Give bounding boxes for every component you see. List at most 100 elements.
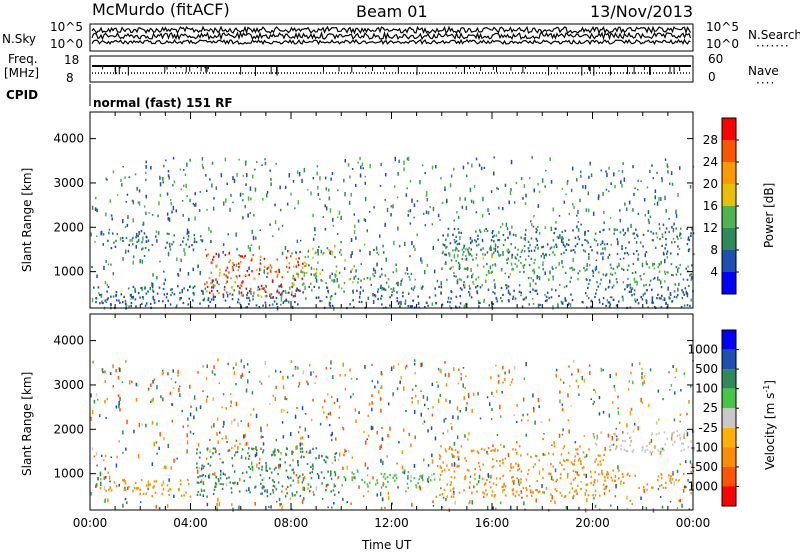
region-5-cell [608,449,611,452]
speckle [683,372,686,376]
region-2-cell [288,266,291,269]
region-0-cell [505,287,508,290]
region-0-cell [115,293,117,297]
speckle [470,267,472,272]
region-0-cell [212,286,215,289]
region-7-cell [584,231,586,234]
speckle [290,360,293,364]
region-5-cell [528,264,531,267]
speckle [236,173,238,177]
speckle [147,387,150,391]
speckle [484,482,487,485]
region-1-cell [222,461,224,464]
region-5-cell [464,284,466,287]
region-0-cell [255,304,258,307]
speckle [435,165,437,169]
region-4-cell [395,282,398,285]
region-1-cell [326,456,329,459]
region-7-cell [608,253,611,256]
speckle [449,400,451,404]
region-1-cell [148,249,150,252]
region-7-cell [652,232,655,235]
region-3-cell [515,451,518,455]
region-1-cell [272,479,274,482]
region-3-cell [486,493,488,496]
region-3-cell [552,453,555,456]
region-0-cell [158,300,160,303]
speckle [203,465,205,467]
region-7-cell [475,230,477,233]
region-7-cell [454,241,456,244]
speckle [424,269,426,275]
speckle [391,291,393,293]
speckle [637,426,639,431]
region-5-cell [641,449,644,452]
speckle [576,214,578,217]
speckle [129,239,131,242]
region-1-cell [330,470,332,473]
region-3-cell [567,451,570,454]
region-0-cell [149,302,152,305]
speckle [212,397,215,401]
region-0-cell [99,487,102,490]
region-3-cell [497,449,499,452]
speckle [324,399,326,403]
region-2-cell [300,270,302,274]
velocity-ylabel: Slant Range [km] [20,371,34,476]
speckle [135,232,138,237]
region-5-cell [615,446,618,450]
region-1-cell [269,492,272,496]
speckle [321,300,323,302]
speckle [360,263,362,265]
speckle [275,385,277,389]
speckle [281,421,284,424]
speckle [586,498,588,503]
speckle [141,259,144,264]
speckle [583,378,586,383]
speckle [270,266,273,269]
speckle [641,368,643,370]
speckle [490,418,493,420]
speckle [392,271,394,274]
region-7-cell [452,233,454,237]
speckle [502,207,504,211]
speckle [205,376,208,381]
region-0-cell [558,294,560,298]
region-3-cell [584,455,586,459]
region-1-cell [291,468,294,472]
power-colorbar-label: Power [dB] [762,182,776,248]
region-7-cell [530,249,533,252]
speckle [470,199,473,203]
speckle [290,192,292,196]
region-6-cell [645,283,647,286]
region-3-cell [314,252,316,255]
region-2-cell [384,477,387,480]
speckle [250,413,252,416]
speckle [680,389,682,392]
speckle [606,473,608,477]
speckle [142,236,144,241]
speckle [628,380,630,383]
speckle [550,475,553,481]
speckle [163,465,166,469]
region-3-cell [593,480,595,483]
region-0-cell [242,294,244,297]
speckle [466,174,468,178]
region-7-cell [502,233,505,237]
speckle [469,236,472,240]
speckle [202,494,205,497]
region-0-cell [440,291,442,294]
region-2-cell [278,291,280,294]
speckle [165,159,167,162]
speckle [247,379,249,384]
speckle [171,419,173,423]
region-5-cell [657,449,659,452]
region-3-cell [300,269,303,272]
speckle [580,170,582,174]
speckle [203,297,205,301]
speckle [626,207,628,211]
speckle [486,450,488,454]
region-0-cell [520,291,522,294]
freq-tick-top: 18 [64,53,80,67]
region-2-cell [288,262,291,265]
